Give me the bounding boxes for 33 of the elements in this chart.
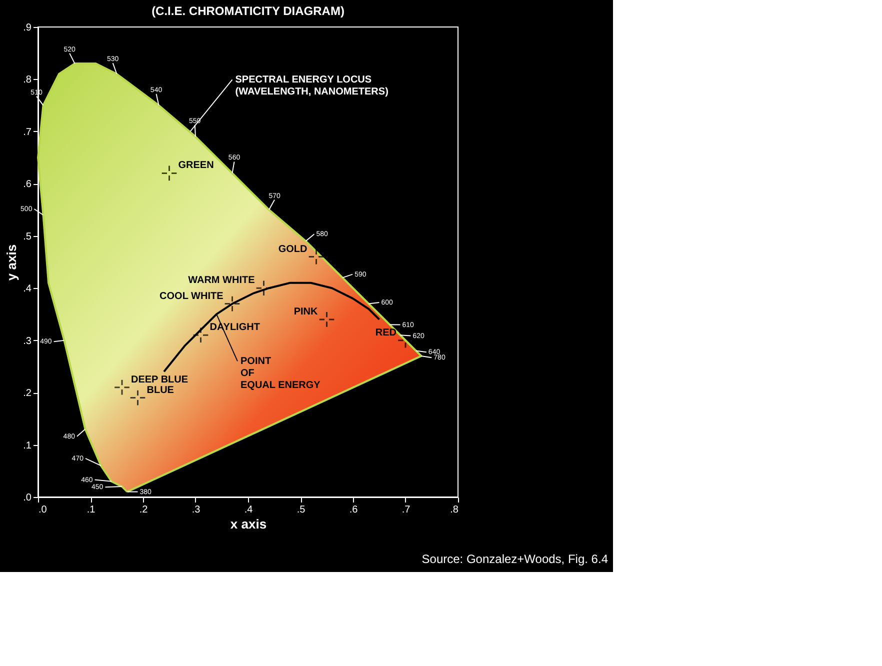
annotation: SPECTRAL ENERGY LOCUS (WAVELENGTH, NANOMETERS) [235,74,388,98]
y-axis-title: y axis [4,244,20,281]
x-tick-label: .4 [244,504,254,516]
y-tick-label: .4 [23,284,32,295]
data-label: PINK [294,306,319,318]
y-tick-label: .0 [23,492,32,504]
data-label: BLUE [146,384,174,396]
data-label: GREEN [178,160,214,172]
data-label: RED [375,327,396,338]
data-label: DEEP BLUE [131,374,188,386]
x-tick-label: .7 [402,504,411,516]
x-tick-label: .6 [349,504,358,516]
y-tick-label: .2 [23,388,32,400]
x-tick-label: .0 [38,504,48,516]
data-label: WARM WHITE [188,275,256,286]
y-tick-label: .9 [23,22,32,34]
x-tick-label: .1 [86,504,96,516]
data-label: GOLD [278,244,308,255]
y-tick-label: .3 [23,336,32,347]
y-tick-label: .7 [23,126,32,138]
y-tick-label: .8 [23,74,32,86]
x-tick-label: .8 [450,504,459,516]
y-tick-label: .5 [23,231,32,242]
source-note: Source: Gonzalez+Woods, Fig. 6.4 [422,552,608,566]
data-label: COOL WHITE [160,290,224,302]
x-tick-label: .3 [192,504,201,516]
x-tick-label: .5 [296,504,306,516]
x-tick-label: .2 [139,504,148,516]
annotation: POINT OF EQUAL ENERGY [240,356,321,392]
chart-title: (C.I.E. CHROMATICITY DIAGRAM) [152,4,344,18]
x-axis-title: x axis [230,516,267,532]
y-tick-label: .6 [23,179,32,190]
y-tick-label: .1 [23,440,32,452]
